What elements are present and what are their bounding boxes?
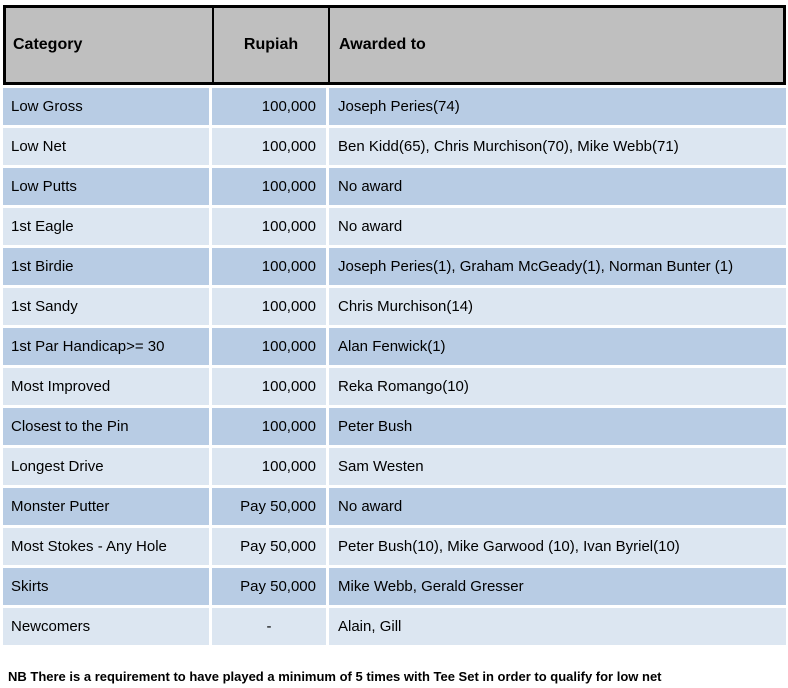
cell-rupiah: 100,000 bbox=[212, 288, 326, 325]
cell-awarded-to: No award bbox=[329, 168, 786, 205]
cell-category: Skirts bbox=[3, 568, 209, 605]
table-row: 1st Par Handicap>= 30 100,000 Alan Fenwi… bbox=[3, 328, 786, 365]
cell-rupiah: Pay 50,000 bbox=[212, 568, 326, 605]
footnote: NB There is a requirement to have played… bbox=[8, 669, 662, 684]
cell-awarded-to: Chris Murchison(14) bbox=[329, 288, 786, 325]
table-row: Low Gross 100,000 Joseph Peries(74) bbox=[3, 88, 786, 125]
cell-category: Low Net bbox=[3, 128, 209, 165]
cell-awarded-to: Joseph Peries(74) bbox=[329, 88, 786, 125]
header-cell-category: Category bbox=[6, 8, 212, 82]
table-row: 1st Eagle 100,000 No award bbox=[3, 208, 786, 245]
table-row: 1st Sandy 100,000 Chris Murchison(14) bbox=[3, 288, 786, 325]
cell-rupiah: 100,000 bbox=[212, 248, 326, 285]
table-row: 1st Birdie 100,000 Joseph Peries(1), Gra… bbox=[3, 248, 786, 285]
cell-category: Low Putts bbox=[3, 168, 209, 205]
cell-category: Closest to the Pin bbox=[3, 408, 209, 445]
cell-category: 1st Par Handicap>= 30 bbox=[3, 328, 209, 365]
table-row: Low Net 100,000 Ben Kidd(65), Chris Murc… bbox=[3, 128, 786, 165]
header-cell-rupiah: Rupiah bbox=[214, 8, 328, 82]
table-row: Low Putts 100,000 No award bbox=[3, 168, 786, 205]
cell-rupiah: 100,000 bbox=[212, 408, 326, 445]
cell-awarded-to: Ben Kidd(65), Chris Murchison(70), Mike … bbox=[329, 128, 786, 165]
cell-awarded-to: Peter Bush(10), Mike Garwood (10), Ivan … bbox=[329, 528, 786, 565]
cell-awarded-to: No award bbox=[329, 208, 786, 245]
cell-rupiah: Pay 50,000 bbox=[212, 488, 326, 525]
cell-awarded-to: Peter Bush bbox=[329, 408, 786, 445]
awards-table: Category Rupiah Awarded to Low Gross 100… bbox=[3, 5, 786, 645]
cell-category: 1st Sandy bbox=[3, 288, 209, 325]
cell-awarded-to: Alain, Gill bbox=[329, 608, 786, 645]
cell-category: Most Stokes - Any Hole bbox=[3, 528, 209, 565]
cell-awarded-to: Alan Fenwick(1) bbox=[329, 328, 786, 365]
table-body: Low Gross 100,000 Joseph Peries(74) Low … bbox=[3, 88, 786, 645]
table-row: Skirts Pay 50,000 Mike Webb, Gerald Gres… bbox=[3, 568, 786, 605]
table-row: Most Stokes - Any Hole Pay 50,000 Peter … bbox=[3, 528, 786, 565]
cell-category: Monster Putter bbox=[3, 488, 209, 525]
cell-awarded-to: Sam Westen bbox=[329, 448, 786, 485]
cell-rupiah: 100,000 bbox=[212, 328, 326, 365]
table-row: Monster Putter Pay 50,000 No award bbox=[3, 488, 786, 525]
cell-category: Newcomers bbox=[3, 608, 209, 645]
cell-rupiah: 100,000 bbox=[212, 368, 326, 405]
cell-category: 1st Birdie bbox=[3, 248, 209, 285]
cell-awarded-to: Mike Webb, Gerald Gresser bbox=[329, 568, 786, 605]
cell-rupiah: - bbox=[212, 608, 326, 645]
cell-rupiah: 100,000 bbox=[212, 128, 326, 165]
cell-rupiah: Pay 50,000 bbox=[212, 528, 326, 565]
cell-awarded-to: Joseph Peries(1), Graham McGeady(1), Nor… bbox=[329, 248, 786, 285]
table-row: Most Improved 100,000 Reka Romango(10) bbox=[3, 368, 786, 405]
table-row: Closest to the Pin 100,000 Peter Bush bbox=[3, 408, 786, 445]
cell-category: 1st Eagle bbox=[3, 208, 209, 245]
cell-awarded-to: Reka Romango(10) bbox=[329, 368, 786, 405]
cell-rupiah: 100,000 bbox=[212, 208, 326, 245]
cell-rupiah: 100,000 bbox=[212, 168, 326, 205]
cell-category: Longest Drive bbox=[3, 448, 209, 485]
cell-rupiah: 100,000 bbox=[212, 448, 326, 485]
cell-category: Most Improved bbox=[3, 368, 209, 405]
cell-awarded-to: No award bbox=[329, 488, 786, 525]
table-header-row: Category Rupiah Awarded to bbox=[3, 5, 786, 85]
cell-rupiah: 100,000 bbox=[212, 88, 326, 125]
header-cell-awarded-to: Awarded to bbox=[330, 8, 783, 82]
cell-category: Low Gross bbox=[3, 88, 209, 125]
table-row: Longest Drive 100,000 Sam Westen bbox=[3, 448, 786, 485]
table-row: Newcomers - Alain, Gill bbox=[3, 608, 786, 645]
